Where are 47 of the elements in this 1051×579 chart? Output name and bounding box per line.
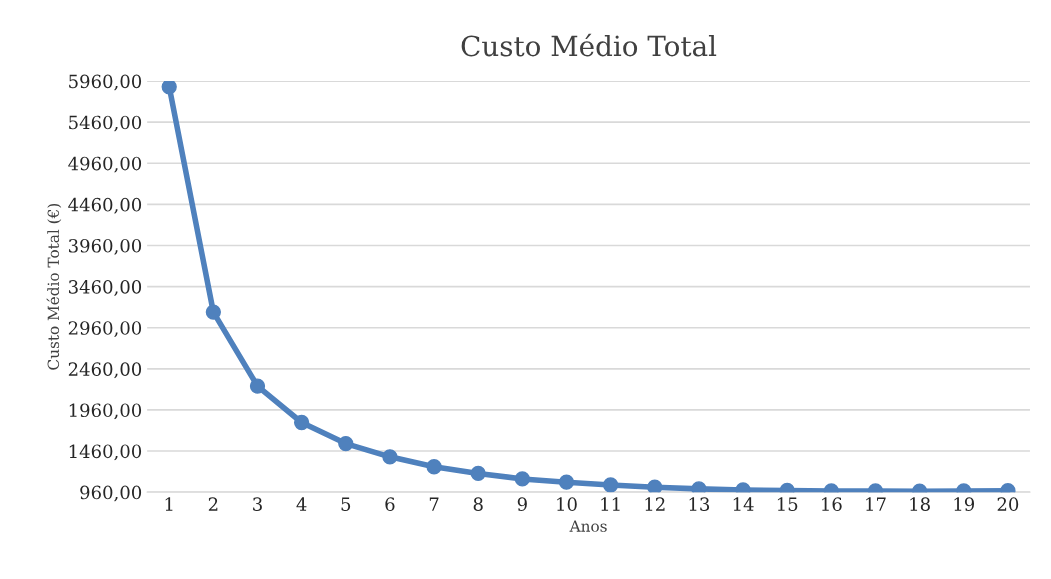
- x-tick-label: 7: [429, 497, 439, 511]
- x-tick-label: 16: [822, 497, 842, 511]
- y-tick-label: 5960,00: [69, 74, 142, 91]
- x-tick-label: 14: [733, 497, 754, 511]
- point: [161, 81, 177, 95]
- x-tick-label: 19: [954, 497, 975, 511]
- y-tick-label: 2960,00: [68, 321, 142, 338]
- x-tick-label: 13: [689, 497, 710, 511]
- x-tick-label: 10: [557, 497, 577, 511]
- x-tick-label: 5: [341, 497, 351, 511]
- y-tick-label: 5460,00: [69, 115, 142, 132]
- x-tick-label: 17: [866, 497, 886, 511]
- point: [382, 449, 398, 465]
- y-tick-label: 4960,00: [68, 156, 142, 173]
- y-tick-label: 960,00: [80, 485, 142, 502]
- point: [691, 481, 707, 493]
- x-axis-title: Anos: [569, 520, 607, 532]
- point: [602, 477, 619, 493]
- x-tick-label: 3: [253, 497, 262, 511]
- point: [426, 459, 442, 475]
- point: [338, 435, 354, 452]
- chart-title: Custo Médio Total: [461, 33, 717, 57]
- y-tick-label: 1960,00: [69, 403, 142, 420]
- point: [514, 471, 530, 487]
- y-tick-label: 2460,00: [68, 362, 142, 379]
- x-tick-label: 6: [385, 497, 395, 511]
- x-tick-label: 15: [777, 497, 798, 511]
- x-tick-label: 20: [997, 497, 1019, 511]
- point: [647, 479, 663, 493]
- point: [205, 304, 221, 320]
- point: [558, 474, 575, 490]
- y-tick-label: 1460,00: [69, 444, 142, 461]
- y-tick-label: 3960,00: [68, 238, 142, 255]
- x-tick-label: 9: [517, 497, 527, 511]
- point: [249, 378, 266, 394]
- y-axis-title: Custo Médio Total (€): [46, 203, 62, 370]
- y-tick-label: 4460,00: [68, 197, 142, 214]
- y-tick-label: 3460,00: [68, 280, 142, 296]
- x-tick-label: 8: [473, 497, 483, 511]
- x-tick-label: 1: [165, 497, 173, 511]
- x-tick-label: 12: [645, 497, 665, 511]
- x-tick-label: 11: [601, 497, 620, 511]
- point: [470, 465, 486, 482]
- x-tick-label: 4: [296, 497, 307, 511]
- point: [293, 414, 310, 431]
- x-tick-label: 2: [208, 497, 218, 511]
- x-tick-label: 18: [910, 497, 930, 511]
